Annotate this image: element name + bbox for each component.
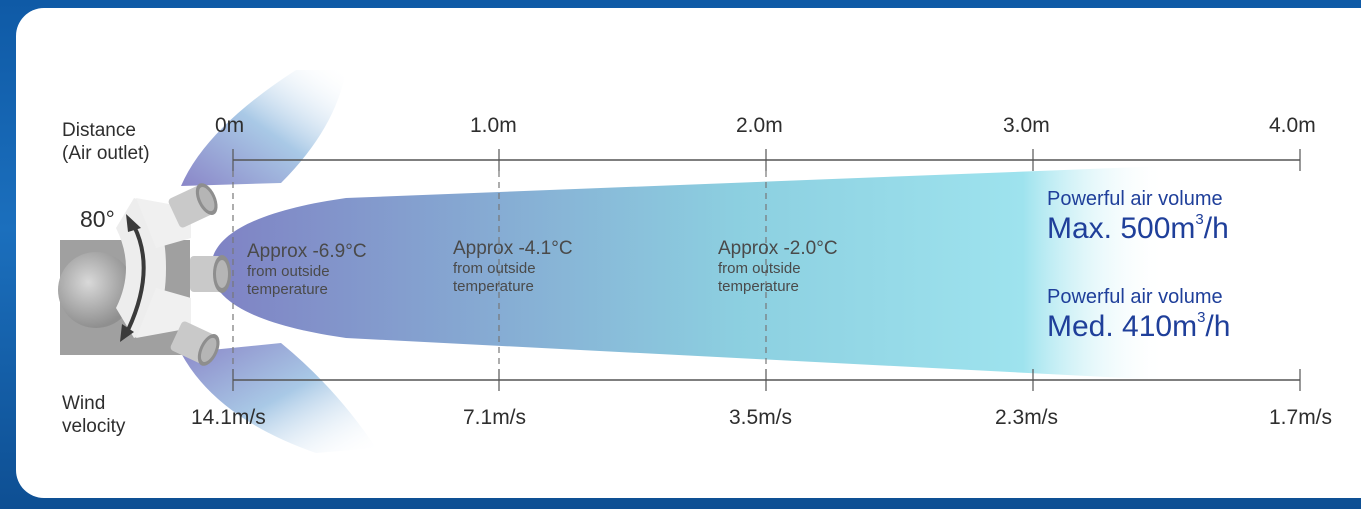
velocity-tick-label: 7.1m/s — [463, 406, 527, 429]
temperature-note-line1: from outside — [453, 260, 536, 277]
temperature-note-line1: from outside — [247, 263, 330, 280]
distance-tick-label: 0m — [215, 114, 245, 137]
distance-label: Distance (Air outlet) — [62, 119, 150, 165]
airflow-diagram — [58, 70, 1301, 453]
distance-label-line2: (Air outlet) — [62, 143, 150, 164]
wind-velocity-label: Wind velocity — [62, 392, 125, 438]
airflow-beam — [211, 166, 1166, 380]
swing-angle-label: 80° — [80, 206, 115, 232]
air-volume-max: Powerful air volume Max. 500m3/h — [1047, 188, 1229, 246]
distance-label-line1: Distance — [62, 120, 136, 141]
air-volume-title: Powerful air volume — [1047, 188, 1223, 210]
velocity-tick-label: 3.5m/s — [729, 406, 793, 429]
distance-tick-label: 2.0m — [736, 114, 783, 137]
swing-angle-arrow-icon — [120, 214, 146, 342]
distance-tick-label: 3.0m — [1003, 114, 1050, 137]
distance-tick-label: 1.0m — [470, 114, 517, 137]
temperature-note-line1: from outside — [718, 260, 801, 277]
upper-airflow-fan — [181, 70, 346, 186]
temperature-value: Approx -4.1°C — [453, 238, 573, 259]
diagram-card: Distance (Air outlet) Wind velocity 80° … — [16, 8, 1361, 498]
temperature-note-line2: temperature — [718, 278, 799, 295]
air-volume-value: Max. 500m3/h — [1047, 211, 1229, 245]
air-volume-value: Med. 410m3/h — [1047, 309, 1231, 343]
temperature-annotation: Approx -2.0°C from outside temperature — [718, 238, 838, 296]
distance-tick-label: 4.0m — [1269, 114, 1316, 137]
air-volume-title: Powerful air volume — [1047, 286, 1223, 308]
temperature-value: Approx -6.9°C — [247, 241, 367, 262]
temperature-note-line2: temperature — [453, 278, 534, 295]
lower-airflow-fan — [181, 343, 376, 453]
wind-label-line1: Wind — [62, 393, 106, 414]
air-volume-med: Powerful air volume Med. 410m3/h — [1047, 286, 1230, 344]
velocity-tick-label: 14.1m/s — [191, 406, 266, 429]
temperature-value: Approx -2.0°C — [718, 238, 838, 259]
temperature-annotation: Approx -6.9°C from outside temperature — [247, 241, 367, 299]
temperature-annotation: Approx -4.1°C from outside temperature — [453, 238, 573, 296]
velocity-tick-label: 2.3m/s — [995, 406, 1059, 429]
velocity-tick-label: 1.7m/s — [1269, 406, 1333, 429]
temperature-note-line2: temperature — [247, 281, 328, 298]
wind-label-line2: velocity — [62, 416, 126, 437]
